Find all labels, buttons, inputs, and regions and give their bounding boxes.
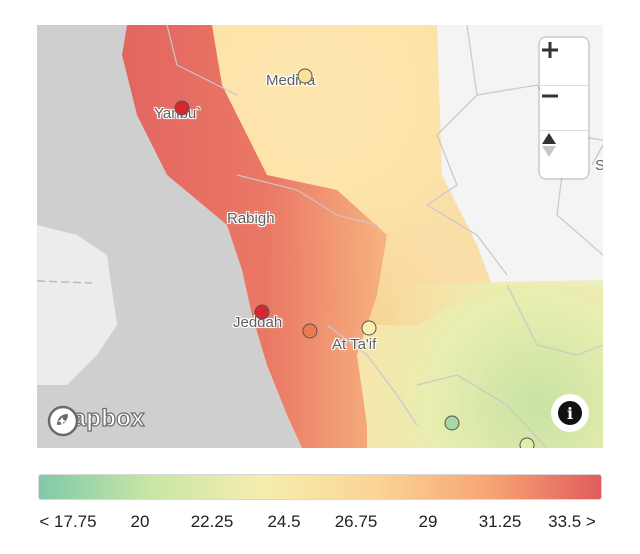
city-label-taif: At Ta'if: [332, 336, 377, 353]
compass-icon: [542, 133, 556, 157]
station-marker[interactable]: [302, 323, 318, 339]
heat-layer-coast: [122, 25, 387, 448]
legend-tick-label: 31.25: [478, 512, 522, 531]
mapbox-logo[interactable]: mapbox: [47, 404, 145, 437]
city-label-jeddah: Jeddah: [233, 314, 283, 331]
map-view[interactable]: Medina Yanbu` Rabigh Jeddah At Ta'if S: [37, 25, 603, 448]
map-controls: [540, 38, 588, 178]
legend-tick-label: 24.5: [267, 512, 301, 531]
legend-tick-label: 26.75: [334, 512, 378, 531]
station-marker[interactable]: [254, 304, 270, 320]
plus-icon: [542, 42, 558, 58]
info-button[interactable]: i: [551, 394, 589, 432]
map-canvas[interactable]: [37, 25, 603, 448]
legend-tick-label: 20: [130, 512, 150, 531]
legend-tick-label: 33.5 >: [548, 512, 596, 531]
legend-tick-label: 22.25: [190, 512, 234, 531]
african-coast: [37, 225, 117, 385]
city-label-rabigh: Rabigh: [227, 210, 275, 227]
compass-button[interactable]: [540, 130, 588, 175]
station-marker[interactable]: [444, 415, 460, 431]
station-marker[interactable]: [361, 320, 377, 336]
minus-icon: [542, 94, 558, 98]
color-legend-bar: [38, 474, 602, 500]
station-marker[interactable]: [297, 68, 313, 84]
legend-tick-label: 29: [418, 512, 438, 531]
info-icon: i: [558, 401, 582, 425]
legend-tick-label: < 17.75: [39, 512, 97, 531]
zoom-in-button[interactable]: [540, 40, 588, 84]
station-marker[interactable]: [519, 437, 535, 448]
edge-city-label: S: [595, 157, 603, 174]
zoom-out-button[interactable]: [540, 85, 588, 130]
station-marker[interactable]: [174, 100, 190, 116]
legend-ticks: < 17.75 20 22.25 24.5 26.75 29 31.25 33.5 >: [38, 512, 602, 534]
mapbox-logo-icon: [47, 405, 79, 437]
